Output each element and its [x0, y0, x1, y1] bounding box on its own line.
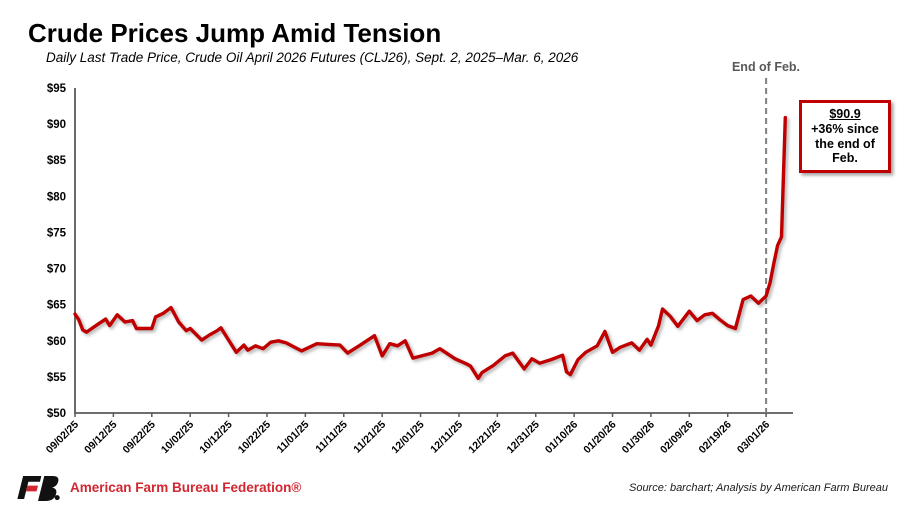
source-note: Source: barchart; Analysis by American F… — [628, 482, 888, 494]
footer: American Farm Bureau Federation® Source:… — [0, 472, 900, 506]
x-tick-label: 10/12/25 — [197, 419, 234, 456]
x-tick-label: 03/01/26 — [735, 419, 772, 456]
x-tick-label: 12/11/25 — [428, 419, 465, 456]
x-tick-label: 02/09/26 — [658, 419, 695, 456]
y-tick-label: $85 — [47, 155, 67, 167]
afbf-logo-icon — [17, 475, 60, 501]
brand-name: American Farm Bureau Federation® — [70, 480, 302, 495]
end-of-feb-label: End of Feb. — [731, 60, 801, 74]
x-tick-label: 01/30/26 — [620, 419, 657, 456]
y-tick-label: $90 — [47, 119, 66, 131]
y-tick-label: $70 — [47, 264, 66, 276]
brand-block: American Farm Bureau Federation® — [14, 474, 301, 501]
y-tick-label: $80 — [47, 191, 66, 203]
x-tick-label: 12/31/25 — [504, 419, 541, 456]
axes — [74, 88, 793, 414]
x-tick-label: 11/21/25 — [351, 419, 388, 456]
price-callout: $90.9 +36% since the end of Feb. — [799, 100, 891, 173]
x-tick-label: 09/02/25 — [44, 419, 81, 456]
callout-price-value: $90.9 — [829, 107, 861, 121]
x-tick-label: 09/12/25 — [82, 419, 119, 456]
y-tick-label: $65 — [47, 300, 67, 312]
price-series-line — [73, 115, 787, 380]
x-tick-label: 01/20/26 — [581, 419, 618, 456]
callout-line-3: Feb. — [832, 151, 858, 166]
y-tick-label: $60 — [47, 336, 66, 348]
x-tick-label: 10/02/25 — [159, 419, 196, 456]
x-tick-label: 09/22/25 — [121, 419, 158, 456]
x-tick-label: 11/01/25 — [275, 419, 312, 456]
x-tick-label: 01/10/26 — [543, 419, 580, 456]
y-tick-label: $95 — [47, 83, 67, 95]
callout-line-1: +36% since — [811, 121, 879, 136]
x-tick-label: 11/11/25 — [313, 419, 350, 456]
y-tick-label: $75 — [47, 227, 67, 239]
x-tick-label: 10/22/25 — [236, 419, 273, 456]
x-tick-label: 12/21/25 — [466, 419, 503, 456]
x-tick-label: 02/19/26 — [696, 419, 733, 456]
x-tick-label: 12/01/25 — [389, 419, 426, 456]
callout-line-2: the end of — [815, 136, 875, 151]
y-tick-label: $50 — [47, 408, 66, 420]
y-tick-label: $55 — [47, 372, 67, 384]
chart-subtitle: Daily Last Trade Price, Crude Oil April … — [46, 50, 579, 65]
page-title: Crude Prices Jump Amid Tension — [28, 18, 442, 48]
